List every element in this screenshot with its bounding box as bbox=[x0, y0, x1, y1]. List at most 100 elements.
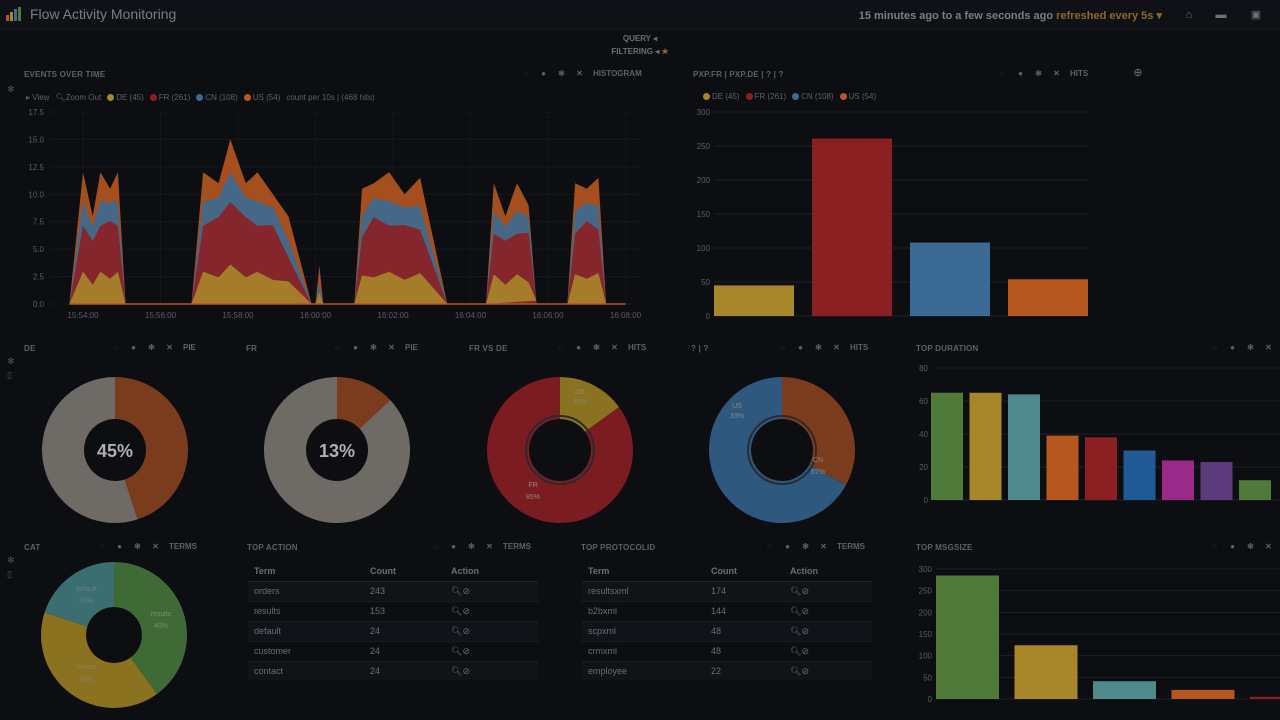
ban-icon[interactable]: ⊘ bbox=[801, 665, 809, 676]
ban-icon[interactable]: ⊘ bbox=[462, 605, 470, 616]
table-row[interactable]: results 153 🔍︎⊘ bbox=[248, 600, 538, 621]
spinner-icon[interactable]: ◌ bbox=[767, 542, 772, 551]
column-header[interactable]: Term bbox=[582, 561, 705, 582]
events-chart[interactable]: 0.0 2.5 5.0 7.5 10.0 12.5 15.0 17.5 15:54:00 15:5… bbox=[0, 104, 660, 326]
settings-icon[interactable]: ✻ bbox=[1247, 343, 1254, 352]
search-icon[interactable]: 🔍︎ bbox=[451, 625, 463, 636]
table-row[interactable]: customer 24 🔍︎⊘ bbox=[248, 640, 538, 661]
spinner-icon[interactable]: ◌ bbox=[1212, 542, 1217, 551]
add-panel-icon[interactable]: ⊕ bbox=[1133, 67, 1143, 79]
ban-icon[interactable]: ⊘ bbox=[801, 605, 809, 616]
search-icon[interactable]: 🔍︎ bbox=[790, 605, 802, 616]
table-row[interactable]: crmxml 48 🔍︎⊘ bbox=[582, 640, 872, 661]
filtering-row[interactable]: FILTERING ◂ ★ bbox=[0, 47, 1280, 56]
search-icon[interactable]: 🔍︎ bbox=[790, 585, 802, 596]
search-icon[interactable]: 🔍︎ bbox=[451, 645, 463, 656]
gear-icon[interactable]: ✻ bbox=[7, 84, 15, 94]
term-cell[interactable]: results bbox=[248, 600, 364, 621]
column-header[interactable]: Term bbox=[248, 561, 364, 582]
query-row[interactable]: QUERY ◂ bbox=[0, 34, 1280, 43]
settings-icon[interactable]: ✻ bbox=[593, 343, 600, 352]
settings-icon[interactable]: ✻ bbox=[370, 343, 377, 352]
term-cell[interactable]: contact bbox=[248, 660, 364, 681]
pie-chart[interactable]: DE 15% FR 85% bbox=[461, 358, 667, 528]
close-icon[interactable]: ✕ bbox=[820, 542, 827, 551]
zoom-out-button[interactable]: 🔍︎Zoom Out bbox=[55, 93, 102, 102]
table-row[interactable]: default 24 🔍︎⊘ bbox=[248, 620, 538, 641]
info-icon[interactable]: ● bbox=[541, 69, 546, 78]
spinner-icon[interactable]: ◌ bbox=[1000, 69, 1005, 78]
search-icon[interactable]: 🔍︎ bbox=[790, 645, 802, 656]
spinner-icon[interactable]: ◌ bbox=[523, 69, 528, 78]
table-row[interactable]: scpxml 48 🔍︎⊘ bbox=[582, 620, 872, 641]
settings-icon[interactable]: ✻ bbox=[1035, 69, 1042, 78]
table-row[interactable]: b2bxml 144 🔍︎⊘ bbox=[582, 600, 872, 621]
term-cell[interactable]: customer bbox=[248, 640, 364, 661]
spinner-icon[interactable]: ◌ bbox=[335, 343, 340, 352]
info-icon[interactable]: ● bbox=[798, 343, 803, 352]
search-icon[interactable]: 🔍︎ bbox=[451, 665, 463, 676]
search-icon[interactable]: 🔍︎ bbox=[451, 605, 463, 616]
home-icon[interactable]: ⌂ bbox=[1185, 9, 1193, 21]
view-toggle[interactable]: ▸ View bbox=[26, 93, 50, 102]
spinner-icon[interactable]: ◌ bbox=[558, 343, 563, 352]
info-icon[interactable]: ● bbox=[117, 542, 122, 551]
close-icon[interactable]: ✕ bbox=[1053, 69, 1060, 78]
column-header[interactable]: Count bbox=[705, 561, 784, 582]
search-icon[interactable]: 🔍︎ bbox=[451, 585, 463, 596]
pie-chart[interactable]: 45% bbox=[16, 358, 222, 528]
hits-chart[interactable]: 0 50 100 150 200 250 300 bbox=[684, 104, 1104, 326]
info-icon[interactable]: ● bbox=[131, 343, 136, 352]
spinner-icon[interactable]: ◌ bbox=[780, 343, 785, 352]
brand[interactable]: Flow Activity Monitoring bbox=[6, 6, 176, 22]
ban-icon[interactable]: ⊘ bbox=[801, 625, 809, 636]
columns-icon[interactable]: ▯ bbox=[7, 370, 12, 380]
info-icon[interactable]: ● bbox=[1230, 343, 1235, 352]
term-cell[interactable]: resultsxml bbox=[582, 580, 705, 601]
info-icon[interactable]: ● bbox=[576, 343, 581, 352]
info-icon[interactable]: ● bbox=[785, 542, 790, 551]
table-row[interactable]: orders 243 🔍︎⊘ bbox=[248, 580, 538, 601]
save-icon[interactable]: ▣ bbox=[1250, 9, 1262, 21]
settings-icon[interactable]: ✻ bbox=[134, 542, 141, 551]
gear-icon[interactable]: ✻ bbox=[7, 555, 15, 565]
term-cell[interactable]: default bbox=[248, 620, 364, 641]
close-icon[interactable]: ✕ bbox=[166, 343, 173, 352]
term-cell[interactable]: scpxml bbox=[582, 620, 705, 641]
table-row[interactable]: contact 24 🔍︎⊘ bbox=[248, 660, 538, 681]
cat-chart[interactable]: results 40% orders 33% default 20% bbox=[16, 555, 226, 720]
gear-icon[interactable]: ✻ bbox=[7, 356, 15, 366]
info-icon[interactable]: ● bbox=[353, 343, 358, 352]
ban-icon[interactable]: ⊘ bbox=[462, 625, 470, 636]
term-cell[interactable]: b2bxml bbox=[582, 600, 705, 621]
time-picker[interactable]: 15 minutes ago to a few seconds ago refr… bbox=[859, 9, 1162, 22]
spinner-icon[interactable]: ◌ bbox=[99, 542, 104, 551]
term-cell[interactable]: employee bbox=[582, 660, 705, 681]
settings-icon[interactable]: ✻ bbox=[148, 343, 155, 352]
spinner-icon[interactable]: ◌ bbox=[113, 343, 118, 352]
close-icon[interactable]: ✕ bbox=[1265, 542, 1272, 551]
settings-icon[interactable]: ✻ bbox=[802, 542, 809, 551]
spinner-icon[interactable]: ◌ bbox=[1212, 343, 1217, 352]
close-icon[interactable]: ✕ bbox=[833, 343, 840, 352]
search-icon[interactable]: 🔍︎ bbox=[790, 625, 802, 636]
ban-icon[interactable]: ⊘ bbox=[462, 585, 470, 596]
settings-icon[interactable]: ✻ bbox=[815, 343, 822, 352]
term-cell[interactable]: crmxml bbox=[582, 640, 705, 661]
table-row[interactable]: employee 22 🔍︎⊘ bbox=[582, 660, 872, 681]
close-icon[interactable]: ✕ bbox=[1265, 343, 1272, 352]
pie-chart[interactable]: US 33% CN 67% bbox=[683, 358, 889, 528]
table-row[interactable]: resultsxml 174 🔍︎⊘ bbox=[582, 580, 872, 601]
close-icon[interactable]: ✕ bbox=[611, 343, 618, 352]
duration-chart[interactable]: 0 20 40 60 80 bbox=[908, 360, 1280, 528]
term-cell[interactable]: orders bbox=[248, 580, 364, 601]
close-icon[interactable]: ✕ bbox=[152, 542, 159, 551]
close-icon[interactable]: ✕ bbox=[576, 69, 583, 78]
info-icon[interactable]: ● bbox=[1018, 69, 1023, 78]
settings-icon[interactable]: ✻ bbox=[1247, 542, 1254, 551]
info-icon[interactable]: ● bbox=[451, 542, 456, 551]
ban-icon[interactable]: ⊘ bbox=[801, 645, 809, 656]
pie-chart[interactable]: 13% bbox=[238, 358, 444, 528]
settings-icon[interactable]: ✻ bbox=[468, 542, 475, 551]
msgsize-chart[interactable]: 0 50 100 150 200 250 300 bbox=[908, 559, 1280, 720]
